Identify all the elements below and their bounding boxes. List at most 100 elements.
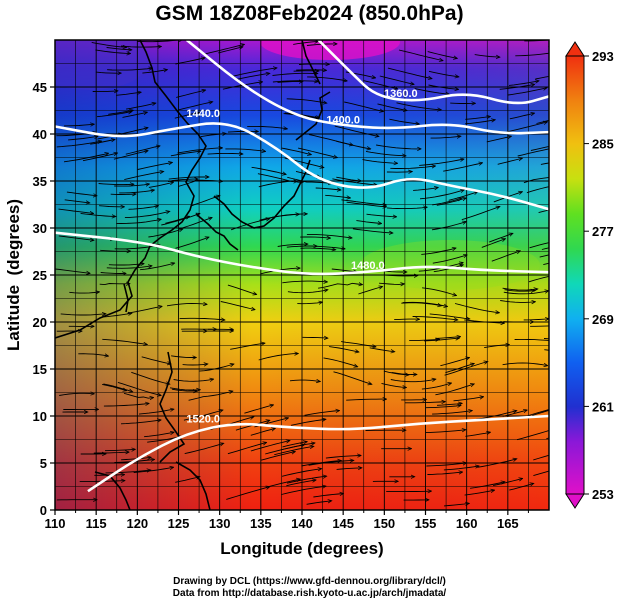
- streamline: [121, 46, 161, 47]
- streamline: [133, 467, 174, 473]
- streamline: [127, 306, 162, 314]
- streamline: [287, 290, 328, 294]
- streamline: [318, 283, 362, 289]
- streamline: [540, 162, 549, 165]
- streamline: [341, 341, 376, 347]
- streamline: [247, 125, 287, 128]
- streamline: [120, 420, 161, 425]
- colorbar-tick-label: 293: [592, 49, 614, 64]
- streamline: [533, 454, 549, 461]
- streamline: [414, 88, 450, 95]
- x-tick-label: 145: [332, 516, 354, 531]
- streamline: [307, 76, 347, 81]
- streamline: [365, 150, 406, 155]
- streamline: [533, 470, 549, 477]
- streamline: [90, 140, 115, 145]
- streamline: [124, 211, 169, 219]
- streamline: [125, 146, 160, 155]
- lat-lon-grid: [55, 40, 549, 510]
- streamline: [116, 219, 161, 224]
- streamline: [419, 190, 464, 200]
- streamline: [390, 379, 436, 383]
- streamline: [59, 393, 94, 396]
- contour-label: 1520.0: [186, 413, 220, 425]
- streamline: [110, 194, 136, 195]
- streamline: [514, 338, 549, 341]
- streamline: [336, 176, 361, 181]
- streamline: [390, 166, 435, 169]
- streamline: [428, 84, 459, 89]
- streamline: [184, 443, 224, 455]
- y-tick-label: 25: [33, 268, 47, 283]
- streamline: [122, 112, 148, 118]
- streamline: [377, 103, 407, 111]
- streamline: [220, 301, 255, 310]
- streamline: [69, 292, 99, 293]
- streamline: [530, 146, 549, 151]
- streamline: [281, 147, 311, 155]
- streamline: [277, 244, 308, 247]
- contour-line: [185, 40, 549, 135]
- streamline: [98, 184, 134, 185]
- streamline: [535, 75, 549, 80]
- colorbar-tick-label: 269: [592, 312, 614, 327]
- streamline: [179, 318, 225, 320]
- streamline: [95, 49, 130, 54]
- streamline: [443, 163, 482, 172]
- x-tick-label: 110: [45, 516, 66, 531]
- streamline: [358, 287, 382, 295]
- streamline: [427, 472, 462, 475]
- streamline: [405, 402, 445, 403]
- streamline: [332, 178, 377, 185]
- streamline: [352, 228, 393, 233]
- y-tick-label: 0: [40, 503, 47, 518]
- streamline: [432, 411, 472, 415]
- streamline: [503, 291, 549, 295]
- streamline: [137, 163, 172, 170]
- streamline: [453, 397, 484, 402]
- streamline: [548, 46, 549, 48]
- streamline: [445, 364, 474, 374]
- streamline: [126, 103, 155, 110]
- streamline: [503, 122, 547, 134]
- colorbar-ticks: 253 261 269 277 285 293: [584, 49, 614, 502]
- streamline: [369, 347, 395, 352]
- streamline: [313, 494, 343, 498]
- streamline: [64, 199, 90, 203]
- streamline: [526, 186, 549, 194]
- streamline: [142, 70, 167, 74]
- streamline: [523, 319, 549, 320]
- streamline: [507, 88, 546, 96]
- streamline: [116, 92, 141, 96]
- streamline: [108, 110, 133, 115]
- streamline: [383, 370, 409, 375]
- y-axis-title: Latitude (degrees): [4, 199, 23, 351]
- weather-map: 1360.0 1400.0 1440.0 1480.0 1520.0 110 115 120…: [4, 39, 614, 558]
- streamline: [432, 198, 461, 206]
- streamline: [329, 346, 359, 352]
- streamline: [302, 337, 328, 338]
- streamline: [528, 275, 549, 283]
- streamline: [296, 70, 326, 71]
- streamline: [258, 354, 298, 361]
- colorbar-tick-label: 261: [592, 399, 614, 414]
- streamline: [297, 302, 322, 304]
- streamline: [429, 313, 470, 319]
- streamline: [232, 68, 277, 77]
- streamline: [497, 158, 522, 165]
- x-tick-label: 135: [250, 516, 272, 531]
- streamline: [331, 268, 357, 272]
- contour-label: 1440.0: [186, 108, 220, 120]
- streamline: [272, 73, 318, 76]
- streamline: [226, 487, 269, 500]
- streamline: [272, 81, 318, 82]
- streamline: [386, 172, 412, 173]
- streamline: [532, 409, 549, 416]
- streamline: [227, 443, 266, 455]
- streamline: [356, 220, 381, 224]
- contour-label: 1480.0: [351, 260, 385, 272]
- streamline: [315, 188, 341, 190]
- streamline: [230, 343, 265, 350]
- streamline: [435, 384, 474, 396]
- streamline: [421, 248, 455, 255]
